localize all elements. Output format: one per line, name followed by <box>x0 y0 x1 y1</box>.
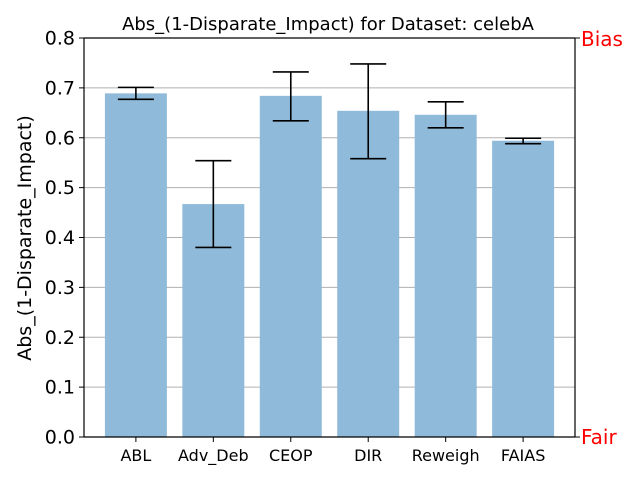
y-tick-label: 0.7 <box>45 77 75 99</box>
x-tick-label: CEOP <box>269 446 313 465</box>
fair-label: Fair <box>581 425 617 449</box>
bar-faias <box>492 140 555 437</box>
bar-dir <box>337 110 400 437</box>
x-tick-label: FAIAS <box>501 446 546 465</box>
y-tick-label: 0.5 <box>45 177 75 199</box>
chart-title: Abs_(1-Disparate_Impact) for Dataset: ce… <box>122 14 535 35</box>
y-tick-label: 0.3 <box>45 277 75 299</box>
bar-ceop <box>259 95 322 437</box>
y-tick-label: 0.1 <box>45 377 75 399</box>
bars <box>104 93 555 438</box>
x-tick-label: ABL <box>120 446 151 465</box>
y-tick-label: 0.4 <box>45 227 75 249</box>
tick-labels: 0.0 0.1 0.2 0.3 0.4 0.5 0.6 0.7 0.8 ABL Adv_Deb CEO… <box>45 28 546 467</box>
y-axis-label: Abs_(1-Disparate_Impact) <box>14 115 36 361</box>
y-tick-label: 0.6 <box>45 127 75 149</box>
x-tick-label: Reweigh <box>412 446 480 465</box>
x-tick-label: Adv_Deb <box>178 446 249 466</box>
bias-label: Bias <box>581 27 623 51</box>
y-tick-label: 0.8 <box>45 28 75 50</box>
y-tick-label: 0.0 <box>45 427 75 449</box>
axes <box>79 37 580 442</box>
x-tick-label: DIR <box>354 446 382 465</box>
bar-reweigh <box>414 114 477 438</box>
bar-abl <box>104 93 167 437</box>
error-bars <box>117 63 542 249</box>
y-tick-label: 0.2 <box>45 327 75 349</box>
